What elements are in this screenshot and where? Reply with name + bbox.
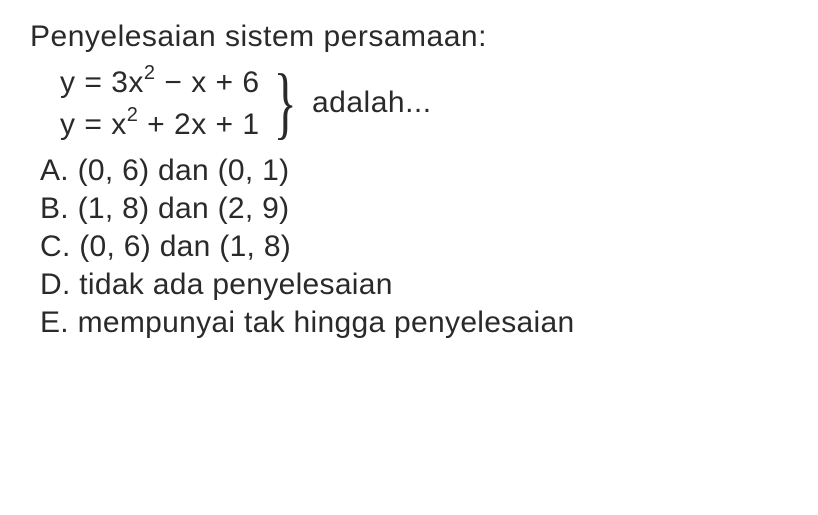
option-c: C. (0, 6) dan (1, 8): [40, 230, 788, 264]
equations-block: y = 3x2 − x + 6 y = x2 + 2x + 1: [60, 64, 260, 142]
eq1-term2: − x + 6: [156, 66, 260, 99]
equation-1: y = 3x2 − x + 6: [60, 64, 260, 100]
right-brace-icon: }: [273, 68, 296, 138]
eq1-lhs: y =: [60, 66, 111, 99]
eq2-term1-exp: 2: [127, 104, 139, 126]
question-title: Penyelesaian sistem persamaan:: [30, 20, 788, 54]
eq1-term1-exp: 2: [144, 62, 156, 84]
equations-suffix: adalah...: [312, 86, 432, 120]
options-list: A. (0, 6) dan (0, 1) B. (1, 8) dan (2, 9…: [40, 154, 788, 340]
option-b: B. (1, 8) dan (2, 9): [40, 192, 788, 226]
eq2-term1-coef: x: [111, 108, 127, 141]
eq2-lhs: y =: [60, 108, 111, 141]
equations-row: y = 3x2 − x + 6 y = x2 + 2x + 1 } adalah…: [60, 64, 788, 142]
eq1-term1-coef: 3x: [111, 66, 144, 99]
eq2-term2: + 2x + 1: [138, 108, 259, 141]
option-e: E. mempunyai tak hingga penyelesaian: [40, 306, 788, 340]
option-a: A. (0, 6) dan (0, 1): [40, 154, 788, 188]
equation-2: y = x2 + 2x + 1: [60, 106, 260, 142]
option-d: D. tidak ada penyelesaian: [40, 268, 788, 302]
